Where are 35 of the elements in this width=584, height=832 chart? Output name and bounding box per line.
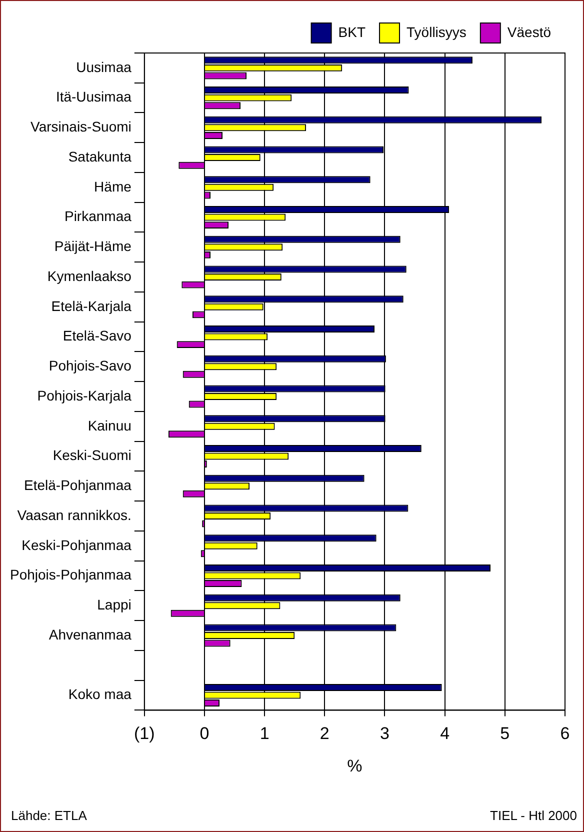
text: TIEL - Htl 2000 [490, 808, 577, 823]
y-tick-label: Itä-Uusimaa [56, 88, 132, 105]
x-tick-label: 3 [380, 724, 390, 744]
y-tick-label: Lappi [97, 596, 132, 613]
y-tick-label: Etelä-Karjala [51, 298, 132, 314]
y-tick-label: Päijät-Häme [54, 238, 132, 254]
x-tick-label: 6 [560, 724, 570, 744]
y-tick-label: Satakunta [68, 148, 132, 164]
x-tick-label: 1 [260, 724, 270, 744]
legend-label: BKT [338, 24, 366, 40]
y-tick-label: Keski-Suomi [52, 447, 132, 464]
y-tick-label: Kymenlaakso [47, 268, 132, 284]
x-tick-label: (1) [134, 724, 155, 744]
text: Lähde: ETLA [11, 808, 87, 823]
x-tick-label: 4 [440, 724, 450, 744]
y-tick-label: Vaasan rannikkos. [17, 506, 132, 523]
y-tick-label: Ahvenanmaa [48, 626, 132, 642]
x-tick-label: 5 [500, 724, 510, 744]
legend-label: Väestö [507, 24, 552, 40]
y-tick-label: Häme [94, 178, 132, 194]
y-tick-label: Kainuu [88, 417, 132, 434]
y-tick-label: Koko maa [68, 686, 132, 702]
y-tick-label: Keski-Pohjanmaa [22, 536, 132, 553]
y-tick-label: Etelä-Pohjanmaa [24, 477, 132, 494]
x-tick-label: 0 [200, 724, 210, 744]
y-tick-label: Pohjois-Karjala [37, 387, 132, 404]
y-tick-label: Varsinais-Suomi [30, 118, 132, 135]
y-tick-label: Etelä-Savo [62, 328, 132, 344]
y-tick-label: Pirkanmaa [64, 208, 132, 224]
y-tick-label: Pohjois-Savo [48, 358, 132, 374]
x-axis-title: % [347, 756, 362, 776]
y-tick-label: Uusimaa [76, 58, 132, 75]
x-tick-label: 2 [320, 724, 330, 744]
legend-label: Työllisyys [406, 24, 466, 40]
y-tick-label: Pohjois-Pohjanmaa [10, 566, 132, 583]
